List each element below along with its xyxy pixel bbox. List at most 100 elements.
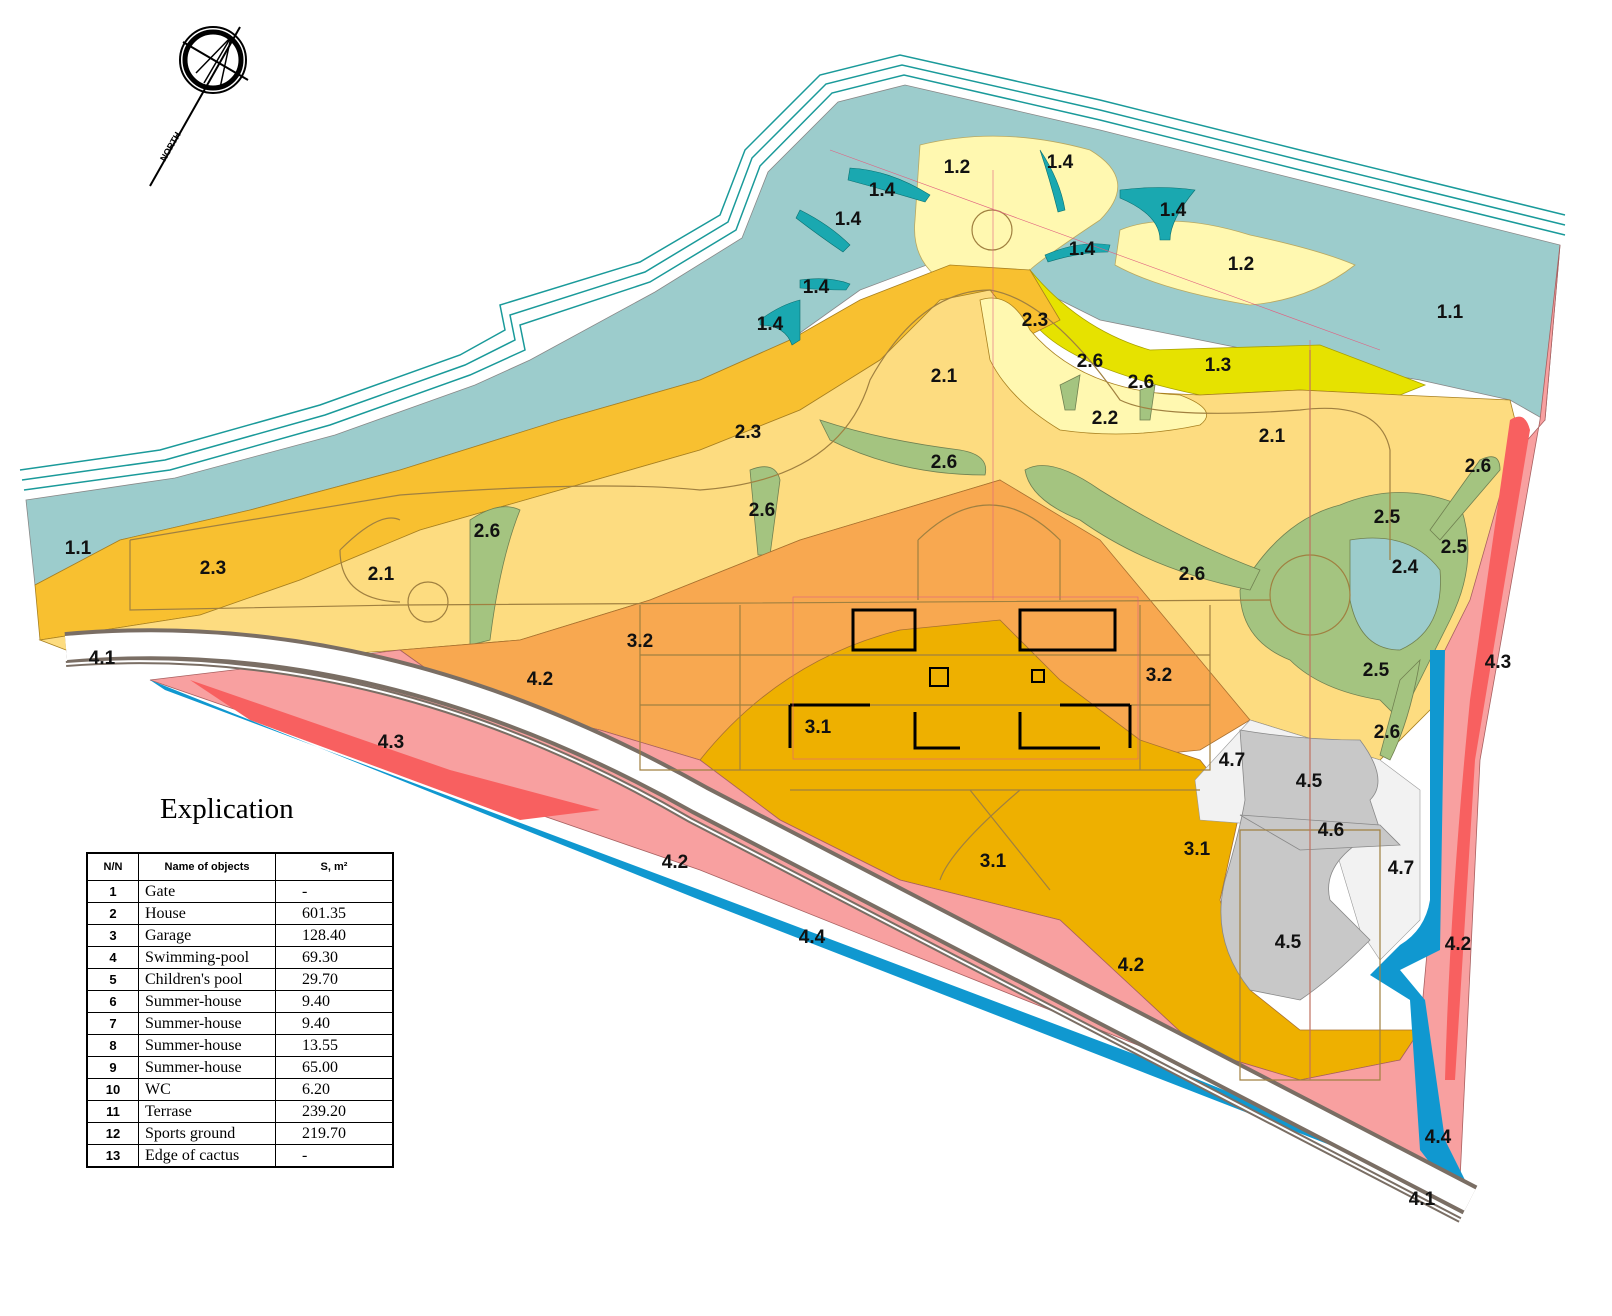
table-row: 5 Children's pool 29.70 xyxy=(86,968,394,991)
zone-4-5 xyxy=(1220,729,1381,1001)
zone-label: 2.2 xyxy=(1092,408,1118,429)
zone-label: 2.3 xyxy=(735,422,761,443)
zone-label: 4.1 xyxy=(89,648,116,669)
zone-label: 4.5 xyxy=(1275,932,1302,953)
object-name: Summer-house xyxy=(138,1034,276,1057)
zone-1-4-inlets xyxy=(759,149,1196,346)
object-area: 9.40 xyxy=(275,990,394,1013)
zone-label: 2.6 xyxy=(749,500,775,521)
pink-grid xyxy=(792,149,1381,1080)
zone-label: 4.4 xyxy=(1425,1127,1452,1148)
object-area: 29.70 xyxy=(275,968,394,991)
object-area: 9.40 xyxy=(275,1012,394,1035)
zone-label: 4.2 xyxy=(1445,934,1471,955)
object-area: - xyxy=(275,880,394,903)
row-number: 5 xyxy=(86,968,139,991)
row-number: 13 xyxy=(86,1144,139,1168)
north-label: NORTH xyxy=(158,130,183,163)
row-number: 7 xyxy=(86,1012,139,1035)
table-row: 12 Sports ground 219.70 xyxy=(86,1122,394,1145)
zone-label: 3.1 xyxy=(805,717,832,738)
zone-label: 1.4 xyxy=(1160,200,1187,221)
zone-label: 1.1 xyxy=(65,538,92,559)
row-number: 1 xyxy=(86,880,139,903)
zone-label: 2.6 xyxy=(1077,351,1103,372)
zone-label: 3.1 xyxy=(980,851,1007,872)
table-row: 1 Gate - xyxy=(86,880,394,903)
zone-label: 2.3 xyxy=(200,558,226,579)
table-row: 10 WC 6.20 xyxy=(86,1078,394,1101)
table-row: 13 Edge of cactus - xyxy=(86,1144,394,1168)
zone-label: 2.1 xyxy=(1259,426,1286,447)
object-area: 69.30 xyxy=(275,946,394,969)
road-4-1 xyxy=(64,628,1478,1223)
table-row: 4 Swimming-pool 69.30 xyxy=(86,946,394,969)
zone-label: 2.4 xyxy=(1392,557,1419,578)
zone-2-6-strips xyxy=(469,374,1501,761)
object-area: 13.55 xyxy=(275,1034,394,1057)
object-area: 239.20 xyxy=(275,1100,394,1123)
zone-label: 2.5 xyxy=(1441,537,1468,558)
table-row: 7 Summer-house 9.40 xyxy=(86,1012,394,1035)
table-header: N/N Name of objects S, m² xyxy=(86,852,394,881)
zone-label: 2.5 xyxy=(1363,660,1390,681)
explication-table: N/N Name of objects S, m² 1 Gate -2 House 60… xyxy=(86,852,394,1168)
zone-label: 1.2 xyxy=(944,157,970,178)
table-row: 9 Summer-house 65.00 xyxy=(86,1056,394,1079)
object-name: Edge of cactus xyxy=(138,1144,276,1168)
zone-label: 4.7 xyxy=(1219,750,1245,771)
zone-4-3 xyxy=(1445,416,1530,1081)
zone-label: 2.1 xyxy=(931,366,958,387)
zone-label: 1.3 xyxy=(1205,355,1231,376)
object-name: Summer-house xyxy=(138,990,276,1013)
row-number: 3 xyxy=(86,924,139,947)
zone-label: 4.1 xyxy=(1409,1189,1436,1210)
explication-title: Explication xyxy=(160,793,294,825)
zone-label: 3.1 xyxy=(1184,839,1211,860)
zone-label: 1.1 xyxy=(1437,302,1464,323)
object-name: Summer-house xyxy=(138,1012,276,1035)
zone-label: 2.1 xyxy=(368,564,395,585)
object-name: WC xyxy=(138,1078,276,1101)
row-number: 2 xyxy=(86,902,139,925)
house-plan xyxy=(788,608,1132,750)
zone-label: 2.6 xyxy=(1128,372,1154,393)
row-number: 9 xyxy=(86,1056,139,1079)
zone-label: 2.5 xyxy=(1374,507,1401,528)
object-name: Garage xyxy=(138,924,276,947)
object-area: 65.00 xyxy=(275,1056,394,1079)
table-row: 3 Garage 128.40 xyxy=(86,924,394,947)
zone-label: 2.6 xyxy=(1465,456,1491,477)
zone-2-4 xyxy=(1349,537,1441,651)
object-area: - xyxy=(275,1144,394,1168)
zone-label: 2.6 xyxy=(1179,564,1205,585)
zone-label: 1.4 xyxy=(869,180,896,201)
zone-1-2 xyxy=(1114,220,1356,306)
zone-label: 4.2 xyxy=(1118,955,1144,976)
zone-4-4 xyxy=(1370,650,1470,1195)
object-area: 601.35 xyxy=(275,902,394,925)
table-row: 8 Summer-house 13.55 xyxy=(86,1034,394,1057)
coastline xyxy=(19,54,1566,491)
object-area: 6.20 xyxy=(275,1078,394,1101)
zone-4-6 xyxy=(1239,814,1401,851)
object-name: Summer-house xyxy=(138,1056,276,1079)
zone-label: 2.3 xyxy=(1022,310,1048,331)
object-name: Swimming-pool xyxy=(138,946,276,969)
header-name: Name of objects xyxy=(138,852,276,881)
object-name: Gate xyxy=(138,880,276,903)
zone-label: 4.3 xyxy=(378,732,404,753)
zone-label: 1.4 xyxy=(757,314,784,335)
object-area: 128.40 xyxy=(275,924,394,947)
zone-label: 1.4 xyxy=(1047,152,1074,173)
row-number: 4 xyxy=(86,946,139,969)
row-number: 11 xyxy=(86,1100,139,1123)
zone-label: 4.7 xyxy=(1388,858,1414,879)
zone-label: 4.2 xyxy=(662,852,688,873)
table-row: 2 House 601.35 xyxy=(86,902,394,925)
object-name: Terrase xyxy=(138,1100,276,1123)
zone-label: 4.2 xyxy=(527,669,553,690)
zone-label: 3.2 xyxy=(627,631,653,652)
zone-label: 4.6 xyxy=(1318,820,1344,841)
